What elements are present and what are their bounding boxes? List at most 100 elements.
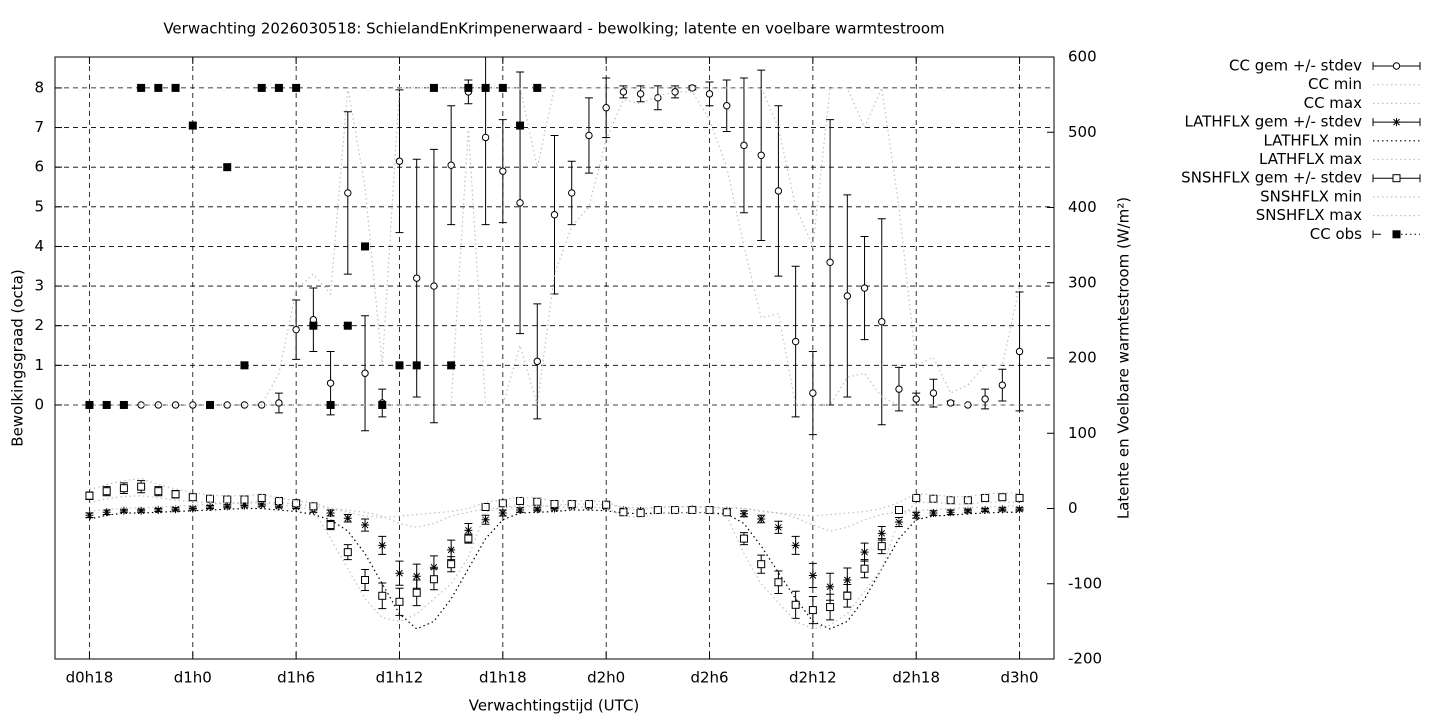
data-point: [774, 578, 783, 587]
data-point: [119, 400, 128, 409]
data-point: [894, 518, 903, 527]
legend-label: CC min: [1308, 75, 1362, 93]
y-tick-label: 4: [34, 237, 44, 255]
data-point: [412, 572, 421, 581]
y2-tick-label: -200: [1068, 650, 1102, 668]
data-point: [154, 506, 163, 515]
data-point: [602, 104, 610, 112]
y-tick-label: 2: [34, 316, 44, 334]
data-point: [361, 521, 370, 530]
data-point: [206, 400, 215, 409]
data-point: [653, 506, 662, 515]
data-point: [188, 121, 197, 130]
data-point: [447, 361, 456, 370]
data-point: [85, 491, 94, 500]
data-point: [757, 560, 766, 569]
y2-tick-label: 400: [1068, 198, 1097, 216]
data-point: [361, 575, 370, 584]
data-point: [740, 141, 748, 150]
data-point: [808, 606, 817, 615]
x-tick-label: d1h18: [479, 669, 527, 687]
data-point: [981, 395, 989, 403]
data-point: [826, 258, 834, 266]
y2-tick-label: 600: [1068, 48, 1097, 66]
y2-tick-label: 100: [1068, 424, 1097, 442]
data-point: [516, 121, 525, 130]
data-point: [791, 337, 800, 346]
data-point: [843, 575, 852, 584]
data-point: [516, 199, 524, 207]
legend-label: LATHFLX gem +/- stdev: [1184, 113, 1362, 131]
data-point: [481, 133, 490, 142]
data-point: [378, 541, 387, 550]
data-point: [464, 534, 473, 543]
x-tick-label: d1h6: [277, 669, 315, 687]
data-point: [585, 131, 593, 140]
data-point: [412, 588, 421, 597]
data-point: [257, 83, 266, 92]
data-point: [929, 389, 938, 397]
data-point: [584, 499, 593, 508]
data-point: [326, 521, 335, 530]
data-point: [189, 401, 197, 409]
data-point: [188, 504, 197, 513]
data-point: [912, 511, 921, 520]
data-point: [946, 399, 955, 407]
data-point: [568, 189, 576, 197]
data-point: [1015, 505, 1024, 514]
data-point: [636, 509, 645, 518]
data-point: [498, 509, 507, 518]
data-point: [998, 505, 1007, 514]
data-point: [533, 83, 542, 92]
y-tick-label: 8: [34, 78, 44, 96]
data-point: [498, 499, 507, 508]
y-tick-label: 7: [34, 118, 44, 136]
data-point: [361, 242, 370, 251]
data-point: [791, 541, 800, 550]
data-point: [429, 575, 438, 584]
data-point: [102, 487, 111, 496]
data-point: [119, 506, 128, 515]
data-point: [171, 490, 180, 499]
data-point: [895, 385, 903, 393]
data-point: [619, 508, 628, 517]
data-point: [550, 211, 559, 219]
data-point: [137, 482, 146, 491]
legend-marker: [1392, 174, 1401, 183]
data-point: [912, 493, 921, 502]
data-point: [292, 83, 301, 92]
data-point: [757, 515, 766, 524]
y2-tick-label: 300: [1068, 273, 1097, 291]
legend-sample: [1372, 230, 1381, 239]
data-point: [206, 502, 215, 511]
legend-label: SNSHFLX max: [1256, 206, 1362, 224]
legend-label: LATHFLX min: [1263, 131, 1362, 149]
y-tick-label: 1: [34, 356, 44, 374]
legend-marker: [1392, 230, 1401, 239]
data-point: [533, 357, 541, 366]
data-point: [309, 321, 318, 330]
data-point: [739, 509, 748, 518]
data-point: [619, 88, 628, 96]
data-point: [826, 603, 835, 612]
data-point: [326, 400, 335, 409]
data-point: [843, 591, 852, 600]
data-point: [860, 548, 869, 557]
plot-area: [85, 57, 1024, 630]
data-point: [188, 493, 197, 502]
data-point: [137, 401, 145, 409]
legend-label: SNSHFLX min: [1260, 187, 1362, 205]
data-point: [981, 506, 990, 515]
data-point: [533, 497, 542, 506]
x-tick-label: d0h18: [66, 669, 114, 687]
data-point: [206, 494, 215, 503]
y-axis-label: Bewolkingsgraad (octa): [9, 269, 27, 446]
data-point: [119, 484, 128, 493]
legend-label: LATHFLX max: [1259, 150, 1362, 168]
range-line: [89, 495, 1020, 630]
data-point: [257, 500, 266, 509]
data-point: [998, 381, 1007, 389]
data-point: [843, 292, 852, 300]
data-point: [292, 325, 300, 334]
